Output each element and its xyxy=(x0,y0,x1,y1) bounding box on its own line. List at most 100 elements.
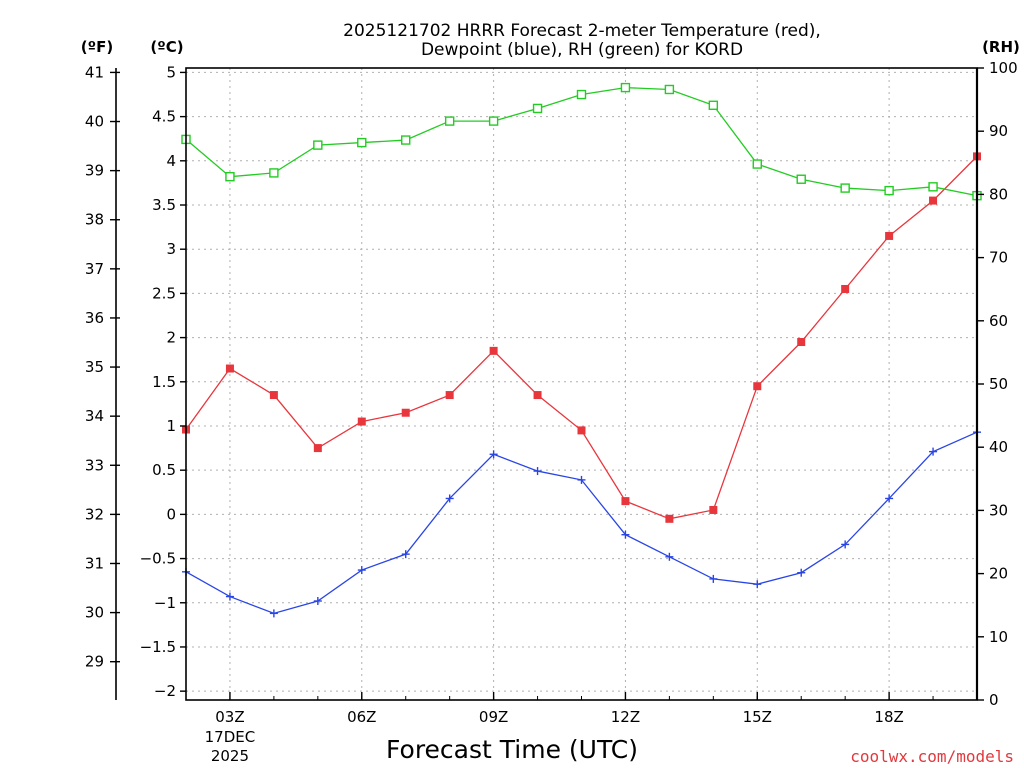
x-date-label: 17DEC xyxy=(205,728,256,746)
fahrenheit-tick-label: 38 xyxy=(85,211,104,229)
rh-tick-label: 60 xyxy=(989,312,1008,330)
rh-tick-label: 50 xyxy=(989,375,1008,393)
2-meter-temperature-point xyxy=(269,391,278,400)
celsius-tick-label: 4 xyxy=(166,152,176,170)
fahrenheit-tick-label: 33 xyxy=(85,456,104,474)
dewpoint-point xyxy=(929,447,938,456)
credit-text: coolwx.com/models xyxy=(850,747,1014,766)
celsius-tick-label: 2 xyxy=(166,329,176,347)
2-meter-temperature-point xyxy=(489,346,498,355)
relative-humidity-point xyxy=(928,182,938,192)
x-tick-label: 03Z xyxy=(215,708,244,726)
2-meter-temperature-point xyxy=(929,196,938,205)
dewpoint-point xyxy=(269,609,278,618)
2-meter-temperature-point xyxy=(885,231,894,240)
fahrenheit-unit-label: (ºF) xyxy=(81,38,113,56)
relative-humidity-point xyxy=(357,137,367,148)
fahrenheit-tick-label: 29 xyxy=(85,653,104,671)
x-tick-label: 12Z xyxy=(611,708,640,726)
celsius-tick-label: −1 xyxy=(154,594,176,612)
2-meter-temperature-point xyxy=(357,417,366,426)
relative-humidity-point xyxy=(313,140,323,150)
dewpoint-point xyxy=(885,494,894,503)
2-meter-temperature-point xyxy=(533,391,542,400)
relative-humidity-point xyxy=(884,185,894,196)
rh-tick-label: 40 xyxy=(989,438,1008,456)
celsius-tick-label: 0 xyxy=(166,505,176,523)
series-layer xyxy=(181,82,982,618)
rh-tick-label: 80 xyxy=(989,185,1008,203)
2-meter-temperature-point xyxy=(577,426,586,435)
dewpoint-point xyxy=(665,552,674,561)
rh-tick-label: 70 xyxy=(989,249,1008,267)
2-meter-temperature-point xyxy=(225,364,234,373)
dewpoint-point xyxy=(401,550,410,559)
relative-humidity-point xyxy=(269,168,279,178)
2-meter-temperature-point xyxy=(401,408,410,417)
rh-tick-label: 90 xyxy=(989,122,1008,140)
dewpoint-point xyxy=(489,450,498,459)
relative-humidity-point xyxy=(620,82,631,93)
fahrenheit-tick-label: 34 xyxy=(85,407,104,425)
2-meter-temperature-point xyxy=(621,497,630,506)
rh-tick-label: 0 xyxy=(989,691,999,709)
relative-humidity-point xyxy=(401,135,411,145)
celsius-tick-label: 0.5 xyxy=(152,461,176,479)
chart-title-line-2: Dewpoint (blue), RH (green) for KORD xyxy=(421,40,743,60)
dewpoint-point xyxy=(357,566,366,575)
relative-humidity-point xyxy=(840,183,850,193)
relative-humidity-point xyxy=(532,103,543,114)
chart-title-line-1: 2025121702 HRRR Forecast 2-meter Tempera… xyxy=(343,21,821,41)
x-tick-label: 09Z xyxy=(479,708,508,726)
relative-humidity-point xyxy=(488,116,499,126)
dewpoint-point xyxy=(709,574,718,583)
fahrenheit-tick-label: 35 xyxy=(85,358,104,376)
relative-humidity-line xyxy=(185,86,978,197)
celsius-tick-label: 3 xyxy=(166,240,176,258)
rh-unit-label: (RH) xyxy=(982,38,1020,56)
rh-tick-label: 100 xyxy=(989,59,1018,77)
fahrenheit-tick-label: 40 xyxy=(85,113,104,131)
celsius-tick-label: −1.5 xyxy=(140,638,176,656)
dewpoint-point xyxy=(841,540,850,549)
dewpoint-point xyxy=(313,597,322,606)
dewpoint-point xyxy=(445,494,454,503)
relative-humidity-point xyxy=(752,159,762,169)
2-meter-temperature-point xyxy=(797,338,806,347)
relative-humidity-point xyxy=(225,172,235,182)
celsius-tick-label: −2 xyxy=(154,682,176,700)
fahrenheit-tick-label: 36 xyxy=(85,309,104,327)
x-tick-label: 06Z xyxy=(347,708,376,726)
dewpoint-point xyxy=(533,467,542,476)
fahrenheit-tick-label: 31 xyxy=(85,554,104,572)
celsius-tick-label: 1 xyxy=(166,417,176,435)
relative-humidity-point xyxy=(796,174,806,184)
x-date-label: 2025 xyxy=(211,747,249,765)
relative-humidity-point xyxy=(576,89,587,100)
celsius-tick-label: 1.5 xyxy=(152,373,176,391)
fahrenheit-tick-label: 39 xyxy=(85,162,104,180)
fahrenheit-tick-label: 37 xyxy=(85,260,104,278)
fahrenheit-tick-label: 30 xyxy=(85,604,104,622)
celsius-tick-label: 2.5 xyxy=(152,284,176,302)
celsius-tick-label: −0.5 xyxy=(140,550,176,568)
x-tick-label: 18Z xyxy=(874,708,903,726)
rh-tick-label: 30 xyxy=(989,501,1008,519)
2-meter-temperature-point xyxy=(709,505,718,514)
celsius-tick-label: 3.5 xyxy=(152,196,176,214)
2-meter-temperature-point xyxy=(753,382,762,391)
relative-humidity-point xyxy=(708,100,719,110)
dewpoint-point xyxy=(225,592,234,601)
celsius-tick-label: 4.5 xyxy=(152,108,176,126)
rh-tick-label: 20 xyxy=(989,565,1008,583)
dewpoint-line xyxy=(185,431,978,615)
fahrenheit-tick-label: 32 xyxy=(85,505,104,523)
x-axis-title: Forecast Time (UTC) xyxy=(386,735,638,764)
relative-humidity-point xyxy=(664,84,675,95)
celsius-unit-label: (ºC) xyxy=(150,38,183,56)
dewpoint-point xyxy=(797,568,806,577)
2-meter-temperature-point xyxy=(445,391,454,400)
dewpoint-point xyxy=(577,475,586,484)
x-tick-label: 15Z xyxy=(743,708,772,726)
